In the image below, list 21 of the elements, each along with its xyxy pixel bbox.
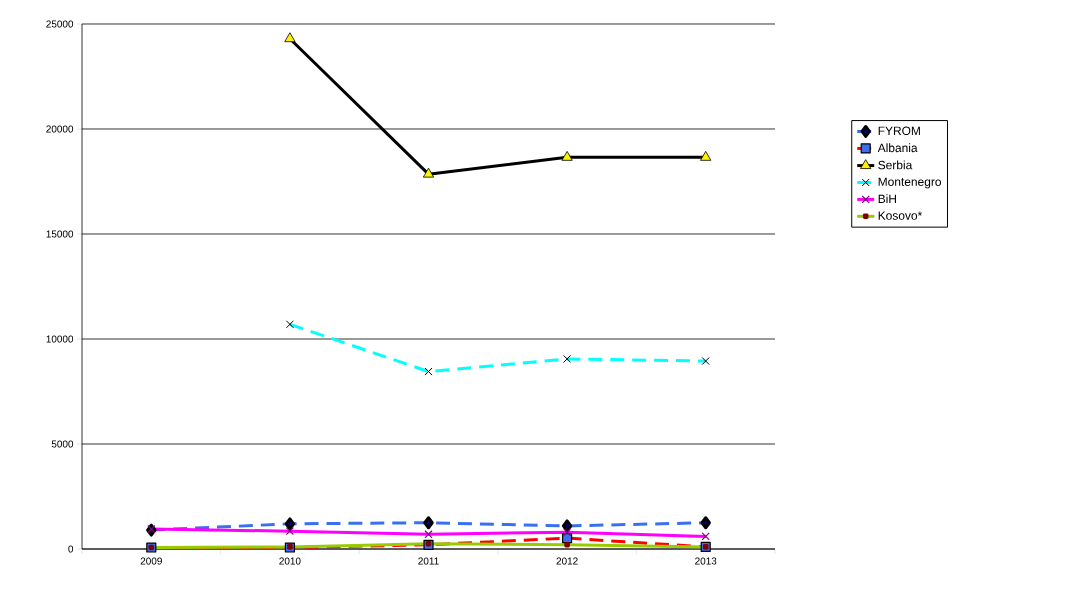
legend-label: Montenegro xyxy=(878,177,941,189)
y-tick-label: 10000 xyxy=(46,335,74,343)
point xyxy=(284,32,296,43)
y-tick-label: 15000 xyxy=(46,230,74,238)
legend-label: Kosovo* xyxy=(878,211,923,220)
x-tick-label: 2012 xyxy=(556,557,578,565)
legend-label: Albania xyxy=(877,143,918,153)
x-tick-label: 2010 xyxy=(279,557,301,565)
legend-label: FYROM xyxy=(878,126,920,136)
y-tick-label: 0 xyxy=(68,545,74,553)
x-tick-label: 2011 xyxy=(418,557,439,565)
x-tick-label: 2013 xyxy=(695,557,717,565)
point xyxy=(422,167,435,178)
legend-label: Serbia xyxy=(878,160,913,170)
legend-label: BiH xyxy=(878,194,896,203)
y-tick-label: 5000 xyxy=(51,440,74,448)
y-tick-label: 20000 xyxy=(46,125,74,133)
point xyxy=(700,150,712,161)
x-tick-label: 2009 xyxy=(140,557,162,565)
point xyxy=(561,150,573,161)
y-tick-label: 25000 xyxy=(46,20,74,28)
